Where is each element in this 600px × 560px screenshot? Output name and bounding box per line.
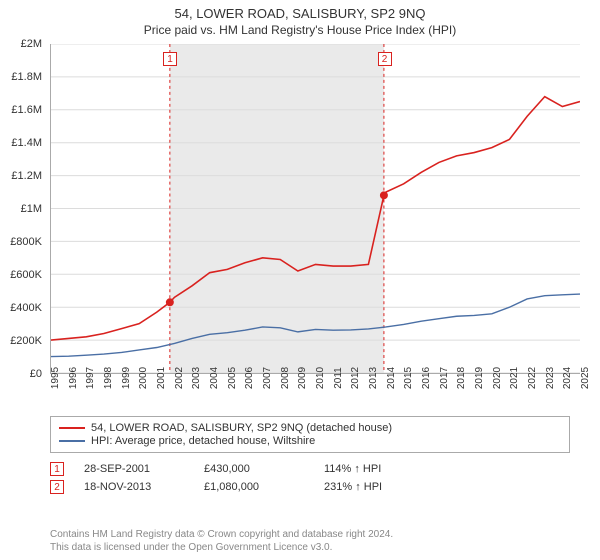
y-tick-label: £200K [10,335,42,347]
footer-line-2: This data is licensed under the Open Gov… [50,541,570,554]
x-tick-label: 2008 [280,367,291,389]
y-tick-label: £1.2M [11,170,42,182]
y-tick-label: £2M [21,38,42,50]
x-tick-label: 2017 [439,367,450,389]
x-tick-label: 2022 [527,367,538,389]
chart-title: 54, LOWER ROAD, SALISBURY, SP2 9NQ [0,0,600,21]
footer-line-1: Contains HM Land Registry data © Crown c… [50,528,570,541]
x-tick-label: 2021 [509,367,520,389]
sale-marker-label: 1 [163,52,177,66]
sale-row: 2 18-NOV-2013 £1,080,000 231% ↑ HPI [50,480,570,494]
x-tick-label: 2025 [580,367,591,389]
sale-marker-box: 1 [50,462,64,476]
x-axis-ticks: 1995199619971998199920002001200220032004… [50,374,580,414]
legend: 54, LOWER ROAD, SALISBURY, SP2 9NQ (deta… [50,416,570,453]
x-tick-label: 2023 [545,367,556,389]
x-tick-label: 1995 [50,367,61,389]
chart-plot-area: 12 [50,44,580,374]
sale-price: £1,080,000 [204,481,304,493]
x-tick-label: 2001 [156,367,167,389]
y-tick-label: £800K [10,236,42,248]
legend-label: HPI: Average price, detached house, Wilt… [91,435,315,447]
sale-row: 1 28-SEP-2001 £430,000 114% ↑ HPI [50,462,570,476]
x-tick-label: 2018 [456,367,467,389]
y-tick-label: £400K [10,302,42,314]
x-tick-label: 2024 [562,367,573,389]
x-tick-label: 2010 [315,367,326,389]
sale-pct: 231% ↑ HPI [324,481,424,493]
y-tick-label: £1.4M [11,137,42,149]
x-tick-label: 2000 [138,367,149,389]
y-tick-label: £0 [30,368,42,380]
x-tick-label: 1996 [68,367,79,389]
legend-row: HPI: Average price, detached house, Wilt… [59,435,561,447]
legend-label: 54, LOWER ROAD, SALISBURY, SP2 9NQ (deta… [91,422,392,434]
x-tick-label: 1997 [85,367,96,389]
x-tick-label: 2005 [227,367,238,389]
x-tick-label: 2007 [262,367,273,389]
y-tick-label: £1.8M [11,71,42,83]
legend-row: 54, LOWER ROAD, SALISBURY, SP2 9NQ (deta… [59,422,561,434]
x-tick-label: 2019 [474,367,485,389]
y-tick-label: £1.6M [11,104,42,116]
x-tick-label: 2014 [386,367,397,389]
y-axis-ticks: £0£200K£400K£600K£800K£1M£1.2M£1.4M£1.6M… [0,44,46,374]
x-tick-label: 2013 [368,367,379,389]
x-tick-label: 2020 [492,367,503,389]
x-tick-label: 2003 [191,367,202,389]
legend-swatch [59,427,85,429]
y-tick-label: £1M [21,203,42,215]
x-tick-label: 2016 [421,367,432,389]
x-tick-label: 2006 [244,367,255,389]
chart-container: { "title": "54, LOWER ROAD, SALISBURY, S… [0,0,600,560]
x-tick-label: 2004 [209,367,220,389]
legend-swatch [59,440,85,442]
x-tick-label: 2015 [403,367,414,389]
sale-price: £430,000 [204,463,304,475]
footer: Contains HM Land Registry data © Crown c… [50,528,570,554]
x-tick-label: 2009 [297,367,308,389]
chart-subtitle: Price paid vs. HM Land Registry's House … [0,21,600,41]
x-tick-label: 2002 [174,367,185,389]
x-tick-label: 1999 [121,367,132,389]
sale-pct: 114% ↑ HPI [324,463,424,475]
x-tick-label: 1998 [103,367,114,389]
sale-date: 28-SEP-2001 [84,463,184,475]
sale-marker-box: 2 [50,480,64,494]
sale-marker-label: 2 [378,52,392,66]
sale-date: 18-NOV-2013 [84,481,184,493]
sales-list: 1 28-SEP-2001 £430,000 114% ↑ HPI 2 18-NOV-20… [50,458,570,498]
chart-svg [51,44,580,373]
y-tick-label: £600K [10,269,42,281]
x-tick-label: 2012 [350,367,361,389]
x-tick-label: 2011 [333,367,344,389]
